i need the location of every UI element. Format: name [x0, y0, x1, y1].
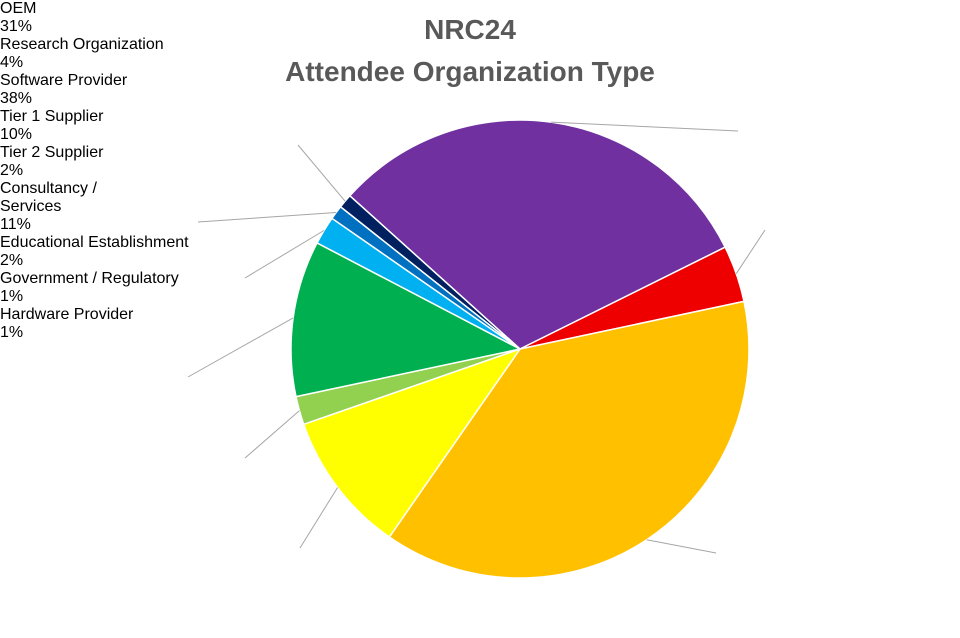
label-value: 11%	[0, 216, 31, 233]
chart-title: NRC24	[424, 14, 516, 45]
label-category: OEM	[0, 0, 37, 17]
label-value: 1%	[0, 288, 24, 305]
label-category: Hardware Provider	[0, 306, 134, 323]
label-category: Educational Establishment	[0, 234, 189, 251]
leader-line	[735, 229, 766, 274]
label-category: Research Organization	[0, 36, 164, 53]
leader-line	[197, 211, 337, 223]
label-value: 2%	[0, 252, 24, 269]
label-category: Consultancy / Services	[0, 180, 97, 215]
leader-line	[244, 410, 300, 459]
data-label: Tier 1 Supplier 10%	[0, 108, 140, 144]
label-category: Government / Regulatory	[0, 270, 179, 287]
leader-line	[187, 317, 294, 378]
label-value: 2%	[0, 162, 24, 179]
data-label: Research Organization 4%	[0, 36, 200, 72]
data-label: Tier 2 Supplier 2%	[0, 144, 140, 180]
data-label: Consultancy / Services 11%	[0, 180, 120, 234]
label-value: 10%	[0, 126, 33, 143]
label-value: 38%	[0, 90, 33, 107]
data-label: Hardware Provider 1%	[0, 306, 170, 342]
leader-line	[297, 144, 346, 202]
pie-slice	[290, 241, 523, 398]
data-label: Educational Establishment 2%	[0, 234, 240, 270]
label-value: 31%	[0, 18, 33, 35]
label-value: 1%	[0, 324, 24, 341]
leader-line	[244, 229, 325, 279]
data-label: Government / Regulatory 1%	[0, 270, 220, 306]
label-category: Tier 2 Supplier	[0, 144, 104, 161]
data-label: OEM 31%	[0, 0, 60, 36]
leader-line	[646, 539, 717, 554]
leader-line	[299, 487, 339, 549]
chart-subtitle: Attendee Organization Type	[285, 56, 655, 87]
label-value: 4%	[0, 54, 24, 71]
data-label: Software Provider 38%	[0, 72, 160, 108]
label-category: Software Provider	[0, 72, 128, 89]
pie-slice	[302, 347, 522, 539]
leader-line	[551, 121, 739, 132]
label-category: Tier 1 Supplier	[0, 108, 104, 125]
